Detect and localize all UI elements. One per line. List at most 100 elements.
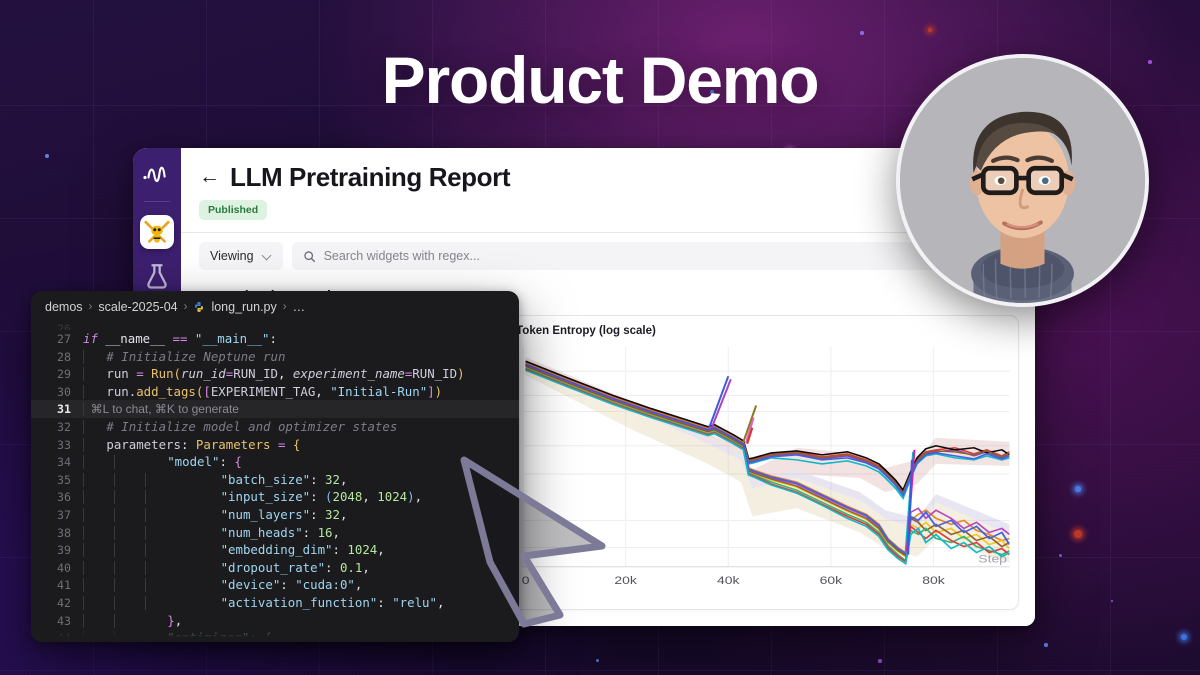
report-title: LLM Pretraining Report xyxy=(230,162,511,192)
code-text: "embedding_dim": 1024, xyxy=(83,541,385,559)
svg-text:0: 0 xyxy=(522,574,530,586)
code-line: 36 "input_size": (2048, 1024), xyxy=(31,488,519,506)
code-line: 34 "model": { xyxy=(31,453,519,471)
flask-experiments-icon xyxy=(147,264,167,289)
code-line-current: 31 ⌘L to chat, ⌘K to generate xyxy=(31,400,519,418)
neptune-waveform-logo-icon[interactable] xyxy=(142,160,172,188)
code-line: 28 # Initialize Neptune run xyxy=(31,348,519,366)
star-dot xyxy=(860,31,864,35)
line-number: 30 xyxy=(57,384,71,399)
code-lines[interactable]: 26 27 if __name__ == "__main__": 28 # In… xyxy=(31,320,519,642)
star-dot xyxy=(1073,529,1083,539)
breadcrumb: demos › scale-2025-04 › long_run.py › … xyxy=(31,291,519,320)
line-number: 42 xyxy=(57,595,71,610)
line-number: 38 xyxy=(57,525,71,540)
code-line: 26 xyxy=(31,321,519,330)
viewing-mode-dropdown[interactable]: Viewing xyxy=(199,242,283,270)
code-text: # Initialize model and optimizer states xyxy=(83,418,398,434)
code-text: "dropout_rate": 0.1, xyxy=(83,559,370,577)
breadcrumb-item-2[interactable]: long_run.py xyxy=(211,300,277,314)
python-file-icon xyxy=(193,301,205,313)
line-number: 34 xyxy=(57,455,71,470)
viewing-mode-label: Viewing xyxy=(210,249,254,263)
line-number: 40 xyxy=(57,560,71,575)
inline-hint-text: ⌘L to chat, ⌘K to generate xyxy=(90,402,239,417)
code-text: "model": { xyxy=(83,453,242,471)
line-number: 35 xyxy=(57,472,71,487)
code-line: 37 "num_layers": 32, xyxy=(31,506,519,524)
back-arrow-icon[interactable]: ← xyxy=(199,165,220,188)
code-line: 35 "batch_size": 32, xyxy=(31,471,519,489)
code-line: 32 # Initialize model and optimizer stat… xyxy=(31,418,519,436)
star-dot xyxy=(928,28,932,32)
rail-divider xyxy=(144,201,170,202)
code-text: # Initialize Neptune run xyxy=(83,348,286,364)
svg-text:80k: 80k xyxy=(922,574,945,586)
breadcrumb-separator: › xyxy=(183,301,188,313)
code-text: }, xyxy=(83,612,182,630)
code-text: "input_size": (2048, 1024), xyxy=(83,488,422,506)
breadcrumb-item-3[interactable]: … xyxy=(292,300,306,314)
star-dot xyxy=(709,89,715,95)
search-placeholder: Search widgets with regex... xyxy=(323,249,480,263)
app-header: ← LLM Pretraining Report Published xyxy=(181,148,1035,220)
widget-chart-next-token-entropy[interactable]: 10 6 4 2 1 0.6 0.4 0 20k 40k xyxy=(476,341,1018,609)
code-text: run.add_tags([EXPERIMENT_TAG, "Initial-R… xyxy=(83,383,443,399)
search-widgets-input[interactable]: Search widgets with regex... xyxy=(291,242,1017,270)
svg-text:60k: 60k xyxy=(820,574,843,586)
code-text: parameters: Parameters = { xyxy=(83,436,301,452)
code-line: 27 if __name__ == "__main__": xyxy=(31,330,519,348)
code-fade xyxy=(31,626,519,642)
code-text: "num_layers": 32, xyxy=(83,506,347,524)
line-number: 29 xyxy=(57,367,71,382)
widget-card-next-token-entropy: Next Token Entropy (log scale) xyxy=(475,315,1019,610)
avatar xyxy=(896,54,1149,307)
code-text: run = Run(run_id=RUN_ID, experiment_name… xyxy=(83,366,465,382)
mascot-avatar-icon xyxy=(144,220,170,243)
code-line: 39 "embedding_dim": 1024, xyxy=(31,541,519,559)
line-number: 43 xyxy=(57,613,71,628)
inline-ai-hint: ⌘L to chat, ⌘K to generate xyxy=(83,400,239,419)
line-number: 36 xyxy=(57,490,71,505)
star-dot xyxy=(1180,633,1188,641)
code-line: 30 run.add_tags([EXPERIMENT_TAG, "Initia… xyxy=(31,383,519,401)
svg-text:20k: 20k xyxy=(614,574,637,586)
breadcrumb-separator: › xyxy=(88,301,93,313)
code-text: "device": "cuda:0", xyxy=(83,576,362,594)
line-number: 41 xyxy=(57,578,71,593)
svg-text:Step: Step xyxy=(978,553,1007,565)
line-number: 33 xyxy=(57,437,71,452)
star-dot xyxy=(1044,643,1048,647)
sidebar-item-mascot[interactable] xyxy=(140,215,174,249)
sidebar-item-experiments[interactable] xyxy=(141,262,173,292)
line-number: 26 xyxy=(57,322,71,330)
badge-row: Published xyxy=(199,200,1017,220)
star-dot xyxy=(45,154,49,158)
star-dot xyxy=(595,658,599,662)
code-line: 29 run = Run(run_id=RUN_ID, experiment_n… xyxy=(31,365,519,383)
line-number: 32 xyxy=(57,419,71,434)
app-title-row: ← LLM Pretraining Report xyxy=(199,162,1017,193)
page-title: Product Demo xyxy=(381,43,820,117)
code-text: if __name__ == "__main__": xyxy=(83,331,277,346)
code-text: "batch_size": 32, xyxy=(83,471,347,489)
report-toolbar: Viewing Search widgets with regex... xyxy=(181,232,1035,279)
line-number: 27 xyxy=(57,332,71,346)
code-line: 42 "activation_function": "relu", xyxy=(31,594,519,612)
breadcrumb-separator: › xyxy=(282,301,287,313)
widget-header: Next Token Entropy (log scale) xyxy=(476,316,1018,341)
star-dot xyxy=(1058,553,1062,557)
breadcrumb-item-0[interactable]: demos xyxy=(45,300,83,314)
code-text: "activation_function": "relu", xyxy=(83,594,444,612)
search-icon xyxy=(303,250,315,262)
presenter-headshot-image xyxy=(900,58,1145,303)
code-editor-overlay: demos › scale-2025-04 › long_run.py › … … xyxy=(31,291,519,642)
star-dot xyxy=(1075,486,1081,492)
chevron-down-icon xyxy=(263,252,272,261)
star-dot xyxy=(1110,599,1114,603)
svg-text:40k: 40k xyxy=(717,574,740,586)
code-line: 41 "device": "cuda:0", xyxy=(31,576,519,594)
line-number: 39 xyxy=(57,543,71,558)
breadcrumb-item-1[interactable]: scale-2025-04 xyxy=(98,300,178,314)
code-line: 43 }, xyxy=(31,612,519,630)
